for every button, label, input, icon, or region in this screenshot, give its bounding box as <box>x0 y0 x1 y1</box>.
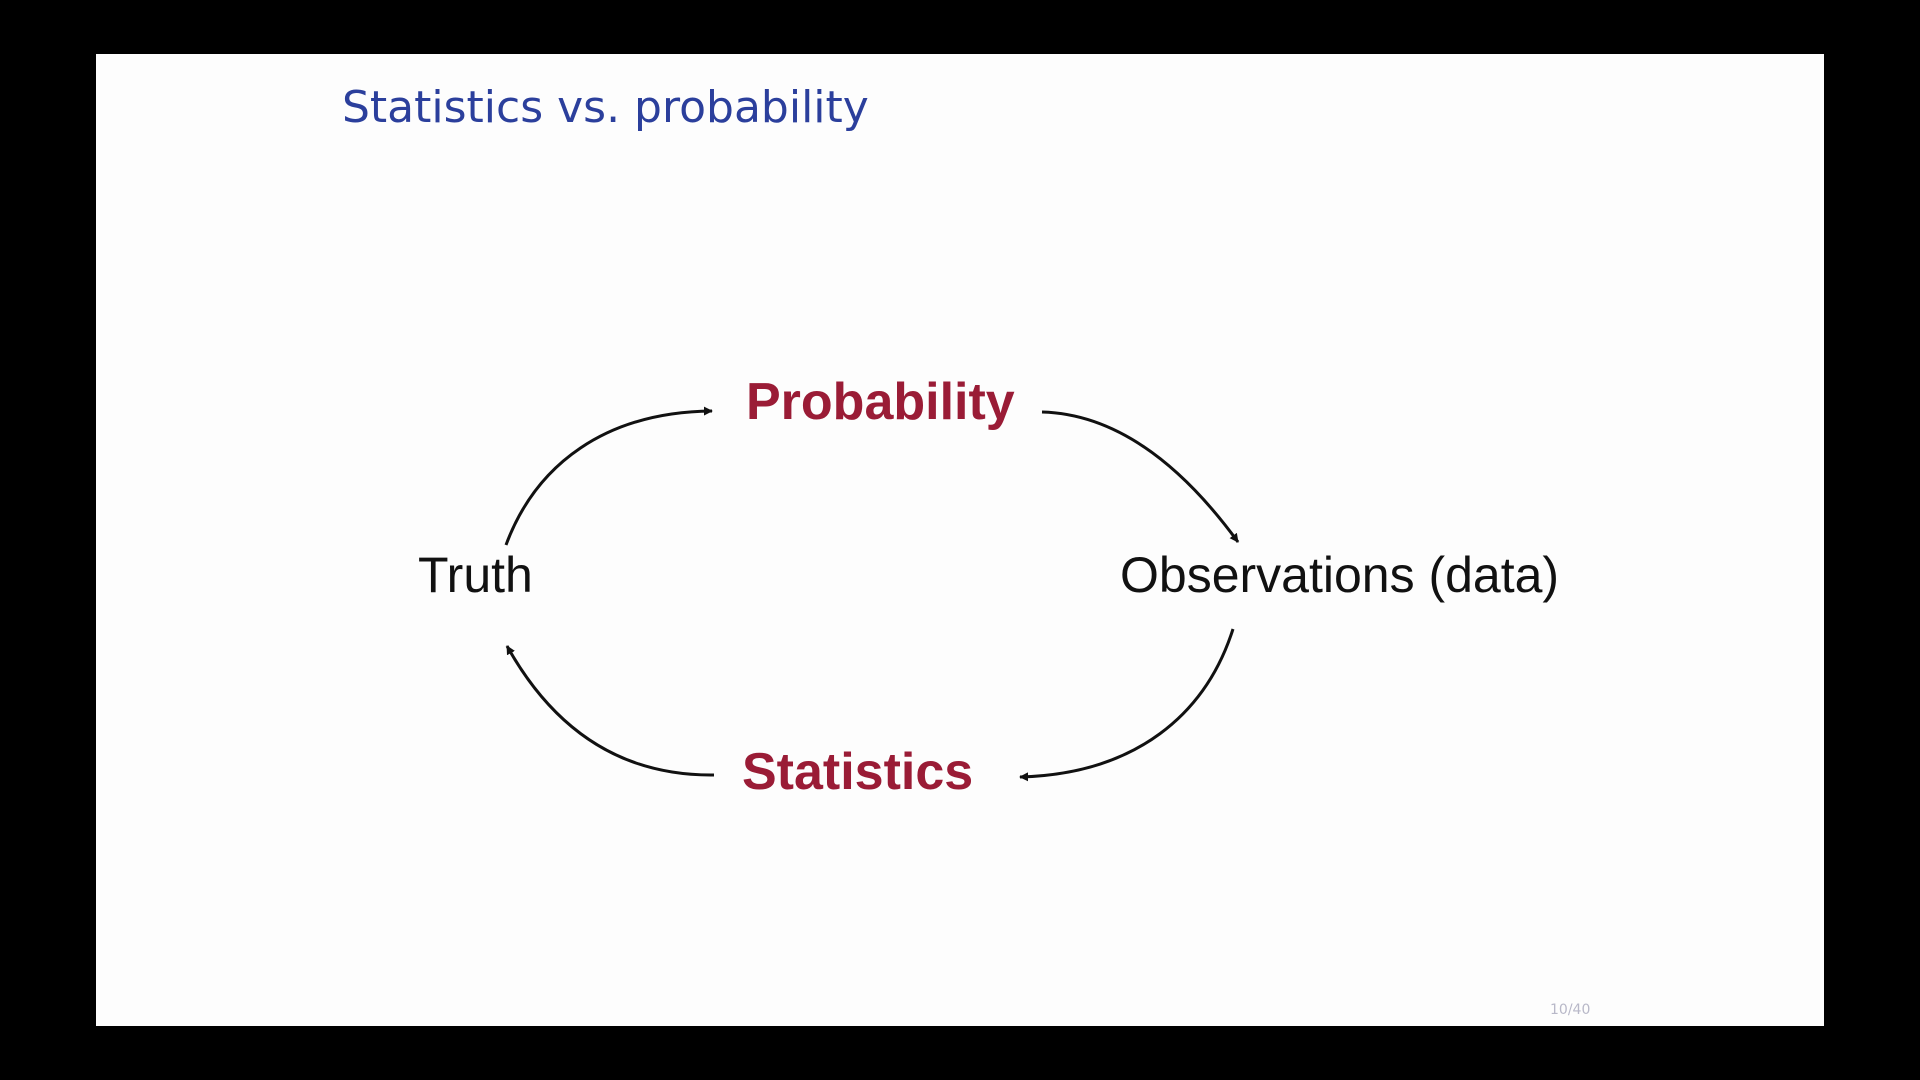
arrow-probability-to-observations <box>1041 410 1240 543</box>
cycle-arrows <box>504 406 1240 782</box>
node-statistics: Statistics <box>742 743 974 801</box>
arrow-statistics-to-truth <box>505 645 715 777</box>
slide-title: Statistics vs. probability <box>342 82 869 133</box>
arrow-truth-to-probability <box>504 406 713 546</box>
arrow-observations-to-statistics <box>1019 628 1235 782</box>
node-truth: Truth <box>418 547 533 603</box>
node-probability: Probability <box>746 373 1015 431</box>
node-observations: Observations (data) <box>1120 547 1560 603</box>
slide: Statistics vs. probability Truth Probabi… <box>96 54 1824 1026</box>
page-number: 10/40 <box>1550 1002 1591 1018</box>
